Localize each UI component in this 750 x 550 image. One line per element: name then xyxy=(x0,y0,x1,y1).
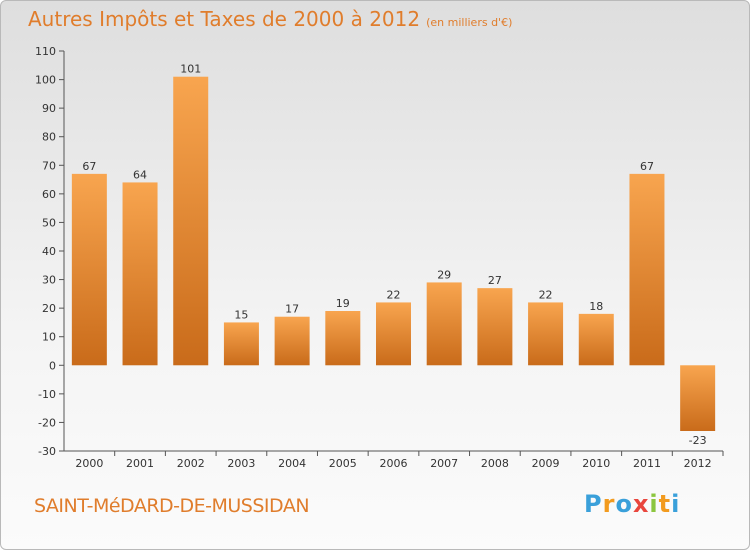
bar xyxy=(223,322,259,366)
bar xyxy=(528,302,564,366)
y-tick-label: 40 xyxy=(42,245,56,258)
x-tick-label: 2003 xyxy=(227,457,255,470)
bar-value-label: 27 xyxy=(488,274,502,287)
bar xyxy=(629,173,665,366)
x-tick-label: 2004 xyxy=(278,457,306,470)
bar xyxy=(578,313,614,366)
x-tick-label: 2002 xyxy=(177,457,205,470)
bar xyxy=(376,302,411,366)
bar-value-label: 22 xyxy=(539,288,553,301)
bar-value-label: 67 xyxy=(82,160,96,173)
chart-subtitle: (en milliers d'€) xyxy=(426,16,513,29)
y-tick-label: 100 xyxy=(35,74,56,87)
y-tick-label: 70 xyxy=(42,159,56,172)
x-tick-label: 2010 xyxy=(582,457,610,470)
logo-letter: x xyxy=(632,490,650,518)
bar xyxy=(426,282,462,366)
bar-value-label: 64 xyxy=(133,168,147,181)
logo-letter: r xyxy=(602,490,616,518)
bar xyxy=(71,173,107,366)
y-tick-label: -30 xyxy=(38,445,56,458)
y-tick-label: 60 xyxy=(42,188,56,201)
bar-value-label: 101 xyxy=(180,63,201,76)
x-tick-label: 2006 xyxy=(380,457,408,470)
y-tick-label: 30 xyxy=(42,274,56,287)
commune-name: SAINT-MéDARD-DE-MUSSIDAN xyxy=(34,495,310,517)
x-tick-label: 2001 xyxy=(126,457,154,470)
x-tick-label: 2012 xyxy=(684,457,712,470)
proxiti-logo: Proxiti xyxy=(584,490,680,518)
bar-value-label: 18 xyxy=(589,300,603,313)
y-tick-label: -20 xyxy=(38,416,56,429)
bar xyxy=(325,311,361,366)
logo-letter: i xyxy=(649,490,659,518)
bar xyxy=(173,76,209,366)
x-tick-label: 2008 xyxy=(481,457,509,470)
y-tick-label: 80 xyxy=(42,131,56,144)
y-tick-label: 0 xyxy=(49,359,56,372)
bar xyxy=(274,316,310,366)
x-tick-label: 2011 xyxy=(633,457,661,470)
bar-value-label: 15 xyxy=(234,308,248,321)
bar-value-label: 17 xyxy=(285,303,299,316)
x-tick-label: 2009 xyxy=(532,457,560,470)
bar-value-label: -23 xyxy=(689,434,707,447)
y-tick-label: -10 xyxy=(38,388,56,401)
logo-letter: o xyxy=(615,490,633,518)
y-tick-label: 10 xyxy=(42,331,56,344)
bar-value-label: 67 xyxy=(640,160,654,173)
bar-value-label: 29 xyxy=(437,268,451,281)
y-tick-label: 20 xyxy=(42,302,56,315)
bar-value-label: 22 xyxy=(387,288,401,301)
logo-letter: P xyxy=(584,490,603,518)
x-tick-label: 2007 xyxy=(430,457,458,470)
y-tick-label: 110 xyxy=(35,45,56,58)
x-tick-label: 2000 xyxy=(75,457,103,470)
logo-letter: t xyxy=(658,490,672,518)
chart-title: Autres Impôts et Taxes de 2000 à 2012 (en… xyxy=(28,7,512,31)
bar xyxy=(680,365,716,431)
y-tick-label: 90 xyxy=(42,102,56,115)
bar xyxy=(477,288,513,366)
x-tick-label: 2005 xyxy=(329,457,357,470)
chart-title-text: Autres Impôts et Taxes de 2000 à 2012 xyxy=(28,7,421,31)
y-tick-label: 50 xyxy=(42,216,56,229)
logo-letter: i xyxy=(671,490,681,518)
bar-value-label: 19 xyxy=(336,297,350,310)
bar xyxy=(122,182,158,366)
